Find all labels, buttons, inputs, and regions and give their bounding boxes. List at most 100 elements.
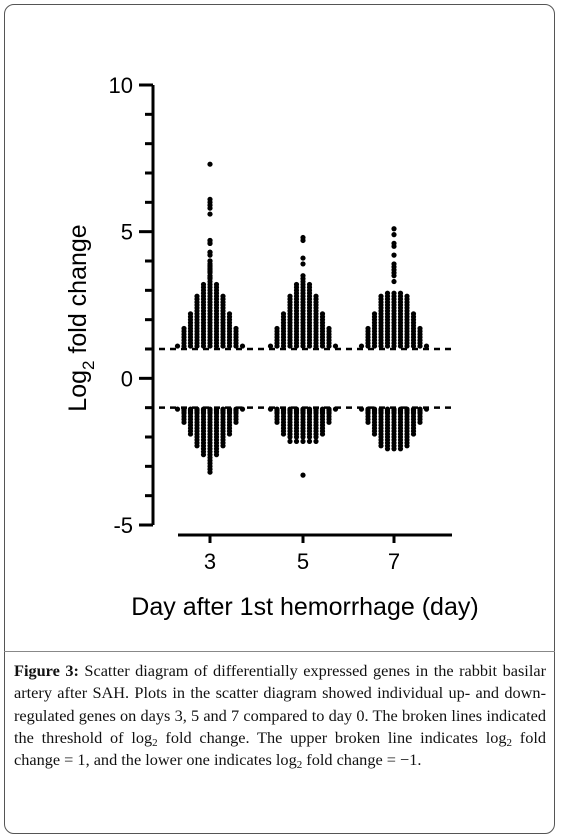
data-point <box>371 343 378 349</box>
scatter-chart: 10 5 0 -5 3 5 7 Log2 fold change Day after 1s… <box>64 73 479 621</box>
data-point <box>300 472 306 478</box>
data-point <box>306 438 313 444</box>
data-point <box>174 343 181 349</box>
data-point <box>300 237 306 244</box>
data-point <box>220 443 226 449</box>
data-point <box>274 419 280 425</box>
data-point <box>181 343 187 349</box>
y-tick-label: 5 <box>121 220 133 245</box>
data-point <box>300 255 306 261</box>
data-point <box>300 438 306 444</box>
data-point <box>200 452 207 458</box>
data-point <box>207 211 213 217</box>
data-point <box>287 343 293 349</box>
data-point <box>220 343 226 349</box>
data-point <box>391 226 397 232</box>
data-point <box>174 406 181 412</box>
x-tick-label: 7 <box>388 549 400 574</box>
y-axis: 10 5 0 -5 <box>109 73 155 538</box>
data-point <box>226 431 233 437</box>
caption-label: Figure 3: <box>14 661 79 680</box>
data-point <box>404 443 410 449</box>
x-tick-label: 3 <box>204 549 216 574</box>
data-point <box>384 343 391 349</box>
data-point <box>404 343 410 349</box>
data-point <box>391 278 397 285</box>
data-point <box>410 343 417 349</box>
data-point <box>332 343 339 349</box>
data-point <box>200 343 207 349</box>
data-point <box>267 406 274 412</box>
data-point <box>378 343 384 349</box>
data-point <box>313 438 319 444</box>
data-points <box>174 161 430 478</box>
data-point <box>397 446 404 452</box>
data-point <box>300 261 306 267</box>
data-point <box>326 419 332 425</box>
data-point <box>213 452 220 458</box>
y-tick-label: 10 <box>109 73 133 98</box>
data-point <box>187 431 194 437</box>
data-point <box>358 343 365 349</box>
data-point <box>306 343 313 349</box>
caption-divider <box>4 651 555 652</box>
data-point <box>207 343 213 349</box>
data-point <box>293 434 300 440</box>
x-axis-title: Day after 1st hemorrhage (day) <box>131 593 478 621</box>
y-axis-title: Log2 fold change <box>64 224 98 411</box>
y-tick-label: 0 <box>121 366 133 391</box>
data-point <box>423 406 430 412</box>
data-point <box>207 205 213 211</box>
data-point <box>391 343 397 349</box>
threshold-lines <box>159 347 452 409</box>
data-point <box>300 343 306 349</box>
data-point <box>417 419 423 425</box>
data-point <box>207 469 213 475</box>
data-point <box>287 434 293 440</box>
data-point <box>194 443 200 449</box>
data-point <box>226 343 233 349</box>
data-point <box>274 343 280 349</box>
data-point <box>326 343 332 349</box>
data-point <box>391 252 397 258</box>
data-point <box>313 434 319 440</box>
x-axis: 3 5 7 <box>178 533 452 574</box>
data-point <box>181 419 187 425</box>
data-point <box>332 406 339 412</box>
data-point <box>207 161 213 167</box>
data-point <box>267 343 274 349</box>
y-tick-label: -5 <box>113 513 133 538</box>
data-point <box>293 438 300 444</box>
data-point <box>207 240 213 246</box>
data-point <box>319 431 326 437</box>
data-point <box>280 431 287 437</box>
data-point <box>378 443 384 449</box>
data-point <box>239 343 246 349</box>
data-point <box>423 343 430 349</box>
data-point <box>391 273 397 279</box>
data-point <box>207 252 213 258</box>
data-point <box>313 343 319 349</box>
data-point <box>319 343 326 349</box>
data-point <box>239 406 246 412</box>
data-point <box>417 343 423 349</box>
data-point <box>365 343 371 349</box>
data-point <box>300 434 306 440</box>
data-point <box>365 419 371 425</box>
data-point <box>194 343 200 349</box>
data-point <box>410 431 417 437</box>
data-point <box>280 343 287 349</box>
figure-caption: Figure 3: Scatter diagram of differentia… <box>14 661 547 772</box>
data-point <box>287 438 293 444</box>
data-point <box>233 419 239 425</box>
data-point <box>233 343 239 349</box>
data-point <box>358 406 365 412</box>
data-point <box>306 434 313 440</box>
data-point <box>293 343 300 349</box>
x-tick-label: 5 <box>297 549 309 574</box>
data-point <box>213 343 220 349</box>
data-point <box>391 243 397 249</box>
data-point <box>371 431 378 437</box>
data-point <box>384 446 391 452</box>
data-point <box>397 343 404 349</box>
